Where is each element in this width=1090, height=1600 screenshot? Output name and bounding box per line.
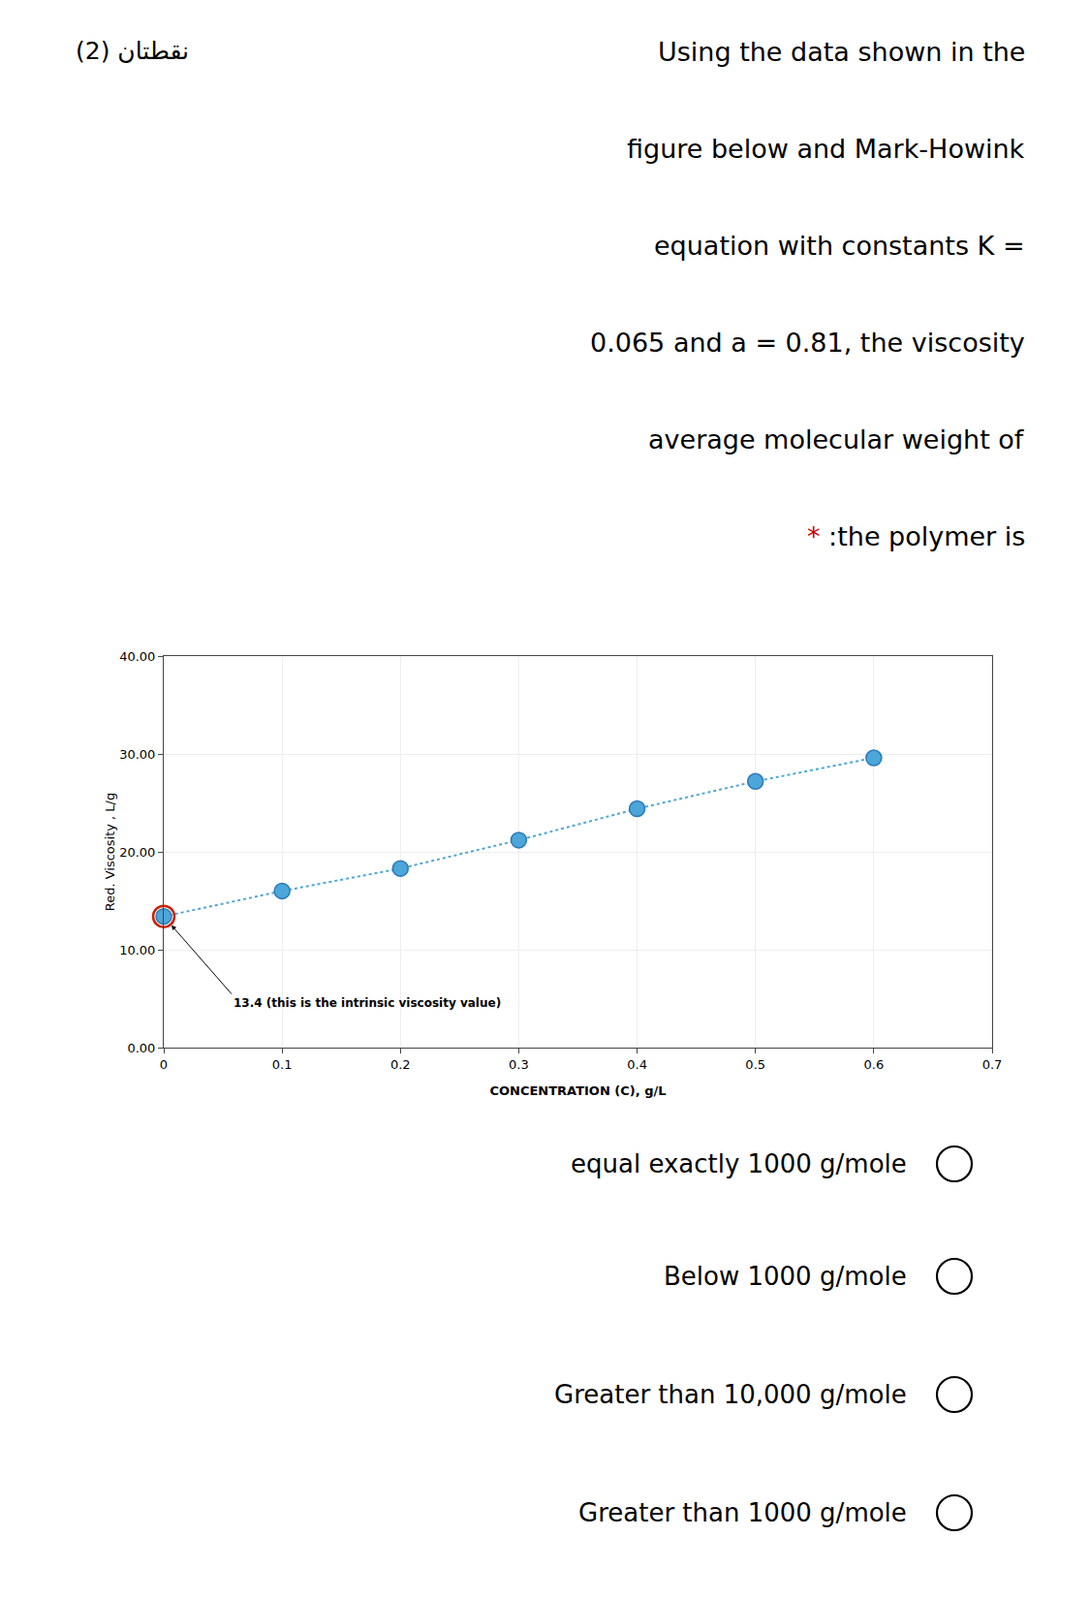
- svg-text:equation with constants K =: equation with constants K =: [654, 230, 1026, 261]
- svg-text:40.00: 40.00: [119, 649, 156, 664]
- svg-text:0.6: 0.6: [864, 1057, 885, 1072]
- svg-text:0.2: 0.2: [390, 1057, 411, 1072]
- svg-text:Greater than 10,000 g/mole: Greater than 10,000 g/mole: [554, 1379, 907, 1409]
- svg-text:0.4: 0.4: [626, 1057, 648, 1072]
- svg-text:* :the polymer is: * :the polymer is: [807, 521, 1026, 552]
- svg-text:Using the data shown in the: Using the data shown in the: [657, 36, 1026, 67]
- svg-text:equal exactly 1000 g/mole: equal exactly 1000 g/mole: [570, 1149, 907, 1179]
- svg-text:Greater than 1000 g/mole: Greater than 1000 g/mole: [578, 1497, 907, 1527]
- svg-text:0.3: 0.3: [508, 1057, 530, 1072]
- svg-text:0.7: 0.7: [982, 1057, 1003, 1072]
- svg-text:0.00: 0.00: [126, 1040, 156, 1056]
- svg-text:figure below and Mark-Howink: figure below and Mark-Howink: [626, 133, 1026, 164]
- svg-text:average molecular weight of: average molecular weight of: [648, 424, 1026, 455]
- svg-text:Below 1000 g/mole: Below 1000 g/mole: [663, 1261, 907, 1291]
- svg-text:CONCENTRATION (C), g/L: CONCENTRATION (C), g/L: [489, 1083, 666, 1098]
- svg-text:0.1: 0.1: [272, 1057, 293, 1072]
- svg-text:30.00: 30.00: [119, 747, 156, 762]
- svg-text:13.4 (this is the intrinsic vi: 13.4 (this is the intrinsic viscosity va…: [233, 996, 501, 1010]
- svg-text:نقطتان (2): نقطتان (2): [75, 36, 189, 65]
- svg-text:0.5: 0.5: [745, 1057, 766, 1072]
- svg-text:20.00: 20.00: [119, 844, 156, 860]
- svg-text:0.065 and a = 0.81, the viscos: 0.065 and a = 0.81, the viscosity: [590, 327, 1026, 358]
- svg-text:0: 0: [159, 1057, 168, 1072]
- svg-text:Red. Viscosity , L/g: Red. Viscosity , L/g: [102, 792, 118, 912]
- svg-text:10.00: 10.00: [119, 942, 156, 958]
